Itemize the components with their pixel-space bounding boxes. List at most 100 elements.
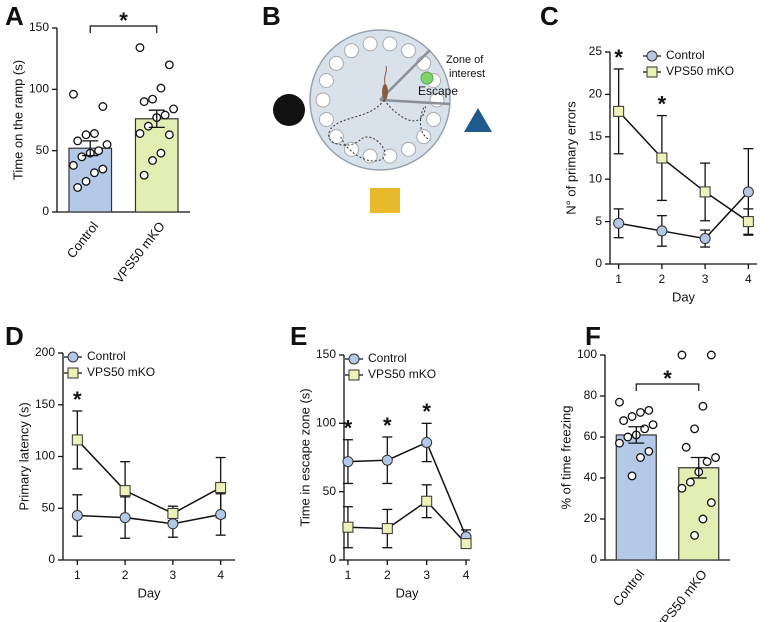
- y-tick-label: 100: [316, 416, 336, 430]
- data-point: [68, 89, 78, 99]
- data-point: [685, 477, 695, 487]
- marker: [742, 216, 754, 228]
- data-point: [636, 407, 645, 417]
- data-point: [156, 148, 166, 158]
- maze-hole: [382, 36, 398, 52]
- data-point: [690, 424, 699, 434]
- data-point: [623, 432, 633, 442]
- data-point: [73, 136, 83, 146]
- data-point: [89, 129, 99, 138]
- zone-line: [379, 98, 451, 106]
- legend-label: VPS50 mKO: [87, 365, 155, 379]
- maze-hole: [318, 73, 334, 89]
- significance-star: *: [344, 416, 353, 441]
- error-bar: [148, 109, 165, 129]
- y-tick-label: 50: [36, 143, 50, 157]
- marker: [381, 523, 393, 535]
- marker: [613, 105, 625, 117]
- y-tick-label: 100: [29, 82, 49, 96]
- data-point: [677, 483, 687, 493]
- legend-item: VPS50 mKO: [643, 64, 734, 78]
- marker: [215, 508, 227, 520]
- legend-label: Control: [666, 48, 705, 62]
- data-point: [619, 416, 629, 426]
- marker: [742, 186, 754, 198]
- x-tick-label: Control: [64, 219, 102, 261]
- marker: [421, 495, 433, 507]
- maze-hole: [318, 111, 334, 127]
- y-tick-label: 150: [316, 347, 336, 361]
- y-tick-label: 20: [584, 511, 598, 525]
- x-tick-label: 2: [122, 568, 129, 582]
- x-tick-label: 1: [74, 568, 81, 582]
- panel-letter: B: [262, 1, 281, 31]
- series-line: [618, 191, 749, 240]
- series-line: [77, 513, 221, 525]
- series-line: [347, 500, 467, 545]
- y-tick-label: 15: [589, 129, 603, 143]
- data-point: [139, 97, 149, 107]
- y-tick-label: 50: [42, 500, 56, 514]
- maze-hole: [416, 55, 432, 71]
- legend-item: VPS50 mKO: [345, 367, 436, 381]
- marker: [656, 225, 668, 237]
- y-tick-label: 80: [584, 388, 598, 402]
- marker: [613, 217, 625, 229]
- significance-star: *: [73, 387, 82, 412]
- marker: [215, 482, 227, 494]
- data-point: [615, 438, 624, 448]
- x-tick-label: 1: [615, 272, 622, 286]
- legend-marker: [67, 351, 79, 363]
- data-point: [81, 176, 91, 186]
- marker: [119, 485, 131, 497]
- y-tick-label: 100: [35, 449, 55, 463]
- x-tick-label: 3: [423, 568, 430, 582]
- x-tick-label: VPS50 mKO: [111, 219, 168, 286]
- cue-triangle: [464, 108, 492, 132]
- cue-circle: [273, 94, 305, 126]
- data-point: [698, 514, 708, 524]
- x-tick-label: 4: [217, 568, 224, 582]
- x-tick-label: 4: [463, 568, 470, 582]
- data-point: [148, 156, 157, 165]
- error-bar: [82, 140, 99, 157]
- bar: [615, 434, 657, 561]
- legend-item: Control: [64, 349, 126, 363]
- maze-hole: [362, 148, 378, 164]
- zone-label: interest: [449, 68, 485, 80]
- data-point: [102, 140, 112, 149]
- marker: [656, 152, 668, 164]
- y-tick-label: 0: [590, 552, 597, 566]
- escape-hole: [420, 71, 434, 85]
- significance-star: *: [614, 45, 623, 70]
- panel-letter: F: [585, 321, 601, 351]
- panel-letter: E: [290, 321, 307, 351]
- data-point: [89, 168, 99, 178]
- legend-label: VPS50 mKO: [368, 367, 436, 381]
- data-point: [644, 446, 654, 456]
- legend-marker: [646, 66, 658, 78]
- series-line: [618, 110, 749, 223]
- y-tick-label: 150: [35, 397, 55, 411]
- marker: [167, 507, 179, 519]
- data-point: [98, 102, 108, 111]
- panel-letter: C: [540, 1, 559, 31]
- data-point: [81, 130, 91, 140]
- maze-hole: [382, 148, 398, 164]
- mouse-path: [383, 99, 431, 141]
- zone-line: [379, 49, 431, 101]
- escape-label: Escape: [418, 84, 458, 98]
- data-point: [677, 350, 687, 360]
- legend-item: VPS50 mKO: [64, 365, 155, 379]
- bar: [678, 467, 720, 561]
- y-tick-label: 0: [42, 204, 49, 218]
- x-tick-label: Control: [610, 567, 648, 609]
- maze-hole: [344, 43, 359, 59]
- legend-item: Control: [643, 48, 705, 62]
- data-point: [698, 401, 708, 411]
- data-point: [164, 60, 174, 70]
- significance-star: *: [658, 91, 667, 116]
- data-point: [135, 129, 145, 138]
- mouse: [382, 84, 388, 100]
